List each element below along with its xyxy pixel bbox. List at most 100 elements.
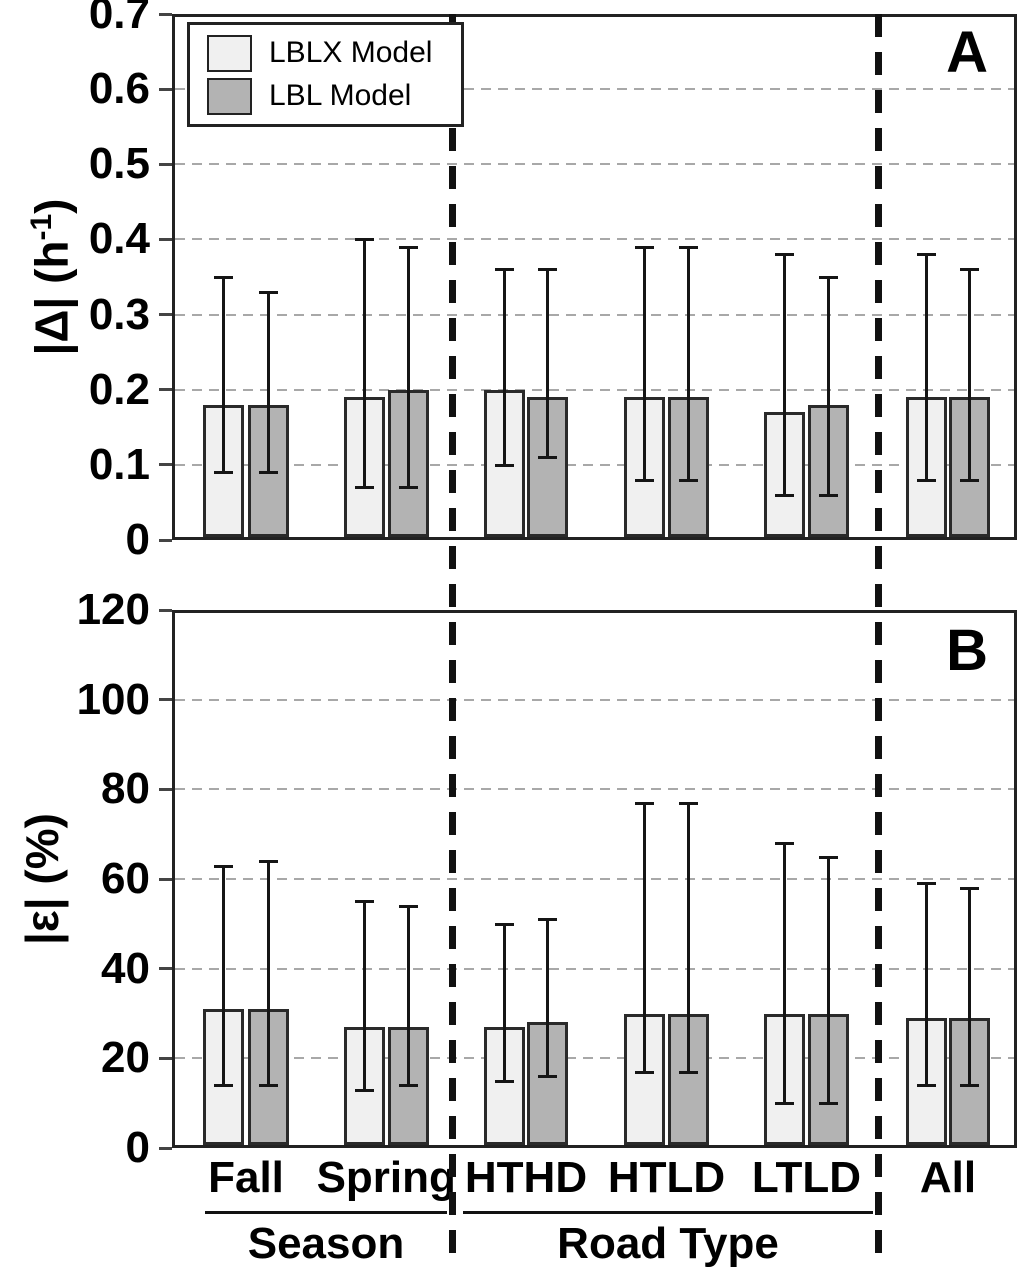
y-axis-tick-label: 0.2: [88, 364, 150, 414]
error-bar-line: [968, 887, 971, 1086]
error-bar-cap-bottom: [635, 478, 654, 482]
group-underline-season: [205, 1211, 447, 1214]
y-axis-tick: [159, 698, 172, 702]
y-axis-tick-label: 0.1: [88, 439, 150, 489]
legend-swatch-lblx: [207, 34, 252, 72]
y-axis-tick-label: 20: [101, 1033, 150, 1083]
error-bar-line: [267, 292, 270, 473]
error-bar-line: [503, 923, 506, 1081]
y-axis-tick-label: 120: [76, 585, 150, 634]
y-axis-tick-label: 40: [101, 943, 150, 993]
error-bar-cap-bottom: [917, 1084, 936, 1088]
x-axis-label-fall: Fall: [208, 1153, 284, 1202]
gridline: [175, 967, 1014, 970]
gridline: [175, 388, 1014, 391]
error-bar-line: [546, 269, 549, 458]
y-axis-tick: [159, 1056, 172, 1060]
error-bar-cap-bottom: [819, 1102, 838, 1106]
error-bar-cap-bottom: [398, 1084, 418, 1088]
y-axis-tick: [159, 787, 172, 791]
y-axis-tick-label: 0: [125, 515, 150, 564]
x-axis-label-ltld: LTLD: [751, 1153, 862, 1202]
y-axis-tick-label: 0: [125, 1123, 150, 1172]
error-bar-cap-top: [495, 268, 514, 272]
gridline: [175, 878, 1014, 880]
error-bar-line: [643, 246, 646, 480]
error-bar-cap-top: [214, 276, 233, 279]
error-bar-line: [546, 919, 549, 1077]
error-bar-cap-top: [679, 801, 698, 805]
error-bar-line: [783, 254, 786, 495]
error-bar-cap-bottom: [960, 1084, 979, 1088]
error-bar-cap-top: [775, 842, 794, 846]
y-axis-tick: [159, 608, 172, 612]
error-bar-cap-bottom: [775, 493, 794, 497]
error-bar-line: [363, 901, 366, 1090]
error-bar-cap-bottom: [775, 1102, 794, 1106]
error-bar-line: [968, 269, 971, 480]
error-bar-line: [783, 843, 786, 1104]
error-bar-line: [503, 269, 506, 465]
error-bar-cap-top: [679, 245, 698, 249]
gridline: [175, 238, 1014, 241]
error-bar-cap-bottom: [960, 478, 979, 482]
y-axis-tick-label: 0.3: [88, 289, 150, 339]
legend: LBLX Model LBL Model: [187, 22, 464, 127]
error-bar-cap-bottom: [917, 478, 936, 482]
error-bar-line: [827, 856, 830, 1104]
panel-a-letter: A: [946, 20, 988, 85]
error-bar-line: [687, 802, 690, 1072]
error-bar-cap-top: [635, 801, 654, 805]
legend-row-lblx: LBLX Model: [190, 34, 461, 72]
error-bar-cap-bottom: [398, 486, 418, 490]
error-bar-cap-top: [398, 245, 418, 249]
panel-b-plot-area: [172, 610, 1017, 1148]
error-bar-cap-top: [917, 882, 936, 886]
y-axis-tick-label: 0.4: [88, 214, 150, 264]
error-bar-cap-bottom: [259, 1084, 278, 1088]
y-axis-tick: [159, 162, 172, 166]
error-bar-cap-top: [259, 291, 278, 295]
y-axis-tick: [159, 313, 172, 317]
error-bar-line: [267, 861, 270, 1086]
gridline: [175, 1057, 1014, 1060]
error-bar-cap-bottom: [495, 463, 514, 467]
y-axis-tick-label: 80: [101, 764, 150, 814]
gridline: [175, 313, 1014, 316]
error-bar-cap-bottom: [214, 471, 233, 475]
group-label-season: Season: [247, 1219, 405, 1267]
panel-b-letter: B: [946, 618, 988, 683]
gridline: [175, 463, 1014, 466]
legend-swatch-lbl: [207, 77, 252, 115]
gridline: [175, 88, 1014, 91]
error-bar-cap-top: [960, 886, 979, 890]
y-axis-tick: [159, 538, 172, 542]
error-bar-cap-bottom: [679, 1070, 698, 1074]
error-bar-cap-bottom: [355, 486, 374, 490]
error-bar-line: [925, 883, 928, 1086]
x-axis-label-spring: Spring: [316, 1153, 456, 1202]
y-axis-tick: [159, 388, 172, 392]
error-bar-line: [687, 246, 690, 480]
gridline: [175, 163, 1014, 166]
y-axis-tick: [159, 237, 172, 241]
error-bar-cap-top: [214, 864, 233, 868]
error-bar-line: [925, 254, 928, 480]
error-bar-line: [406, 246, 410, 488]
bar-lbl-model-ltld: [808, 1013, 849, 1145]
error-bar-cap-top: [775, 253, 794, 257]
error-bar-cap-top: [259, 860, 278, 864]
error-bar-cap-bottom: [495, 1079, 514, 1083]
legend-label-lblx: LBLX Model: [269, 36, 433, 69]
legend-label-lbl: LBL Model: [269, 79, 412, 112]
group-label-road-type: Road Type: [557, 1219, 779, 1267]
error-bar-cap-top: [495, 922, 514, 926]
y-axis-tick: [159, 12, 172, 16]
error-bar-cap-top: [355, 238, 374, 242]
error-bar-cap-top: [398, 904, 418, 908]
error-bar-cap-top: [538, 918, 557, 922]
panel-a-y-axis-title: |Δ| (h-1): [14, 67, 77, 487]
y-axis-tick: [159, 967, 172, 971]
error-bar-line: [222, 277, 225, 473]
error-bar-cap-top: [819, 855, 838, 859]
